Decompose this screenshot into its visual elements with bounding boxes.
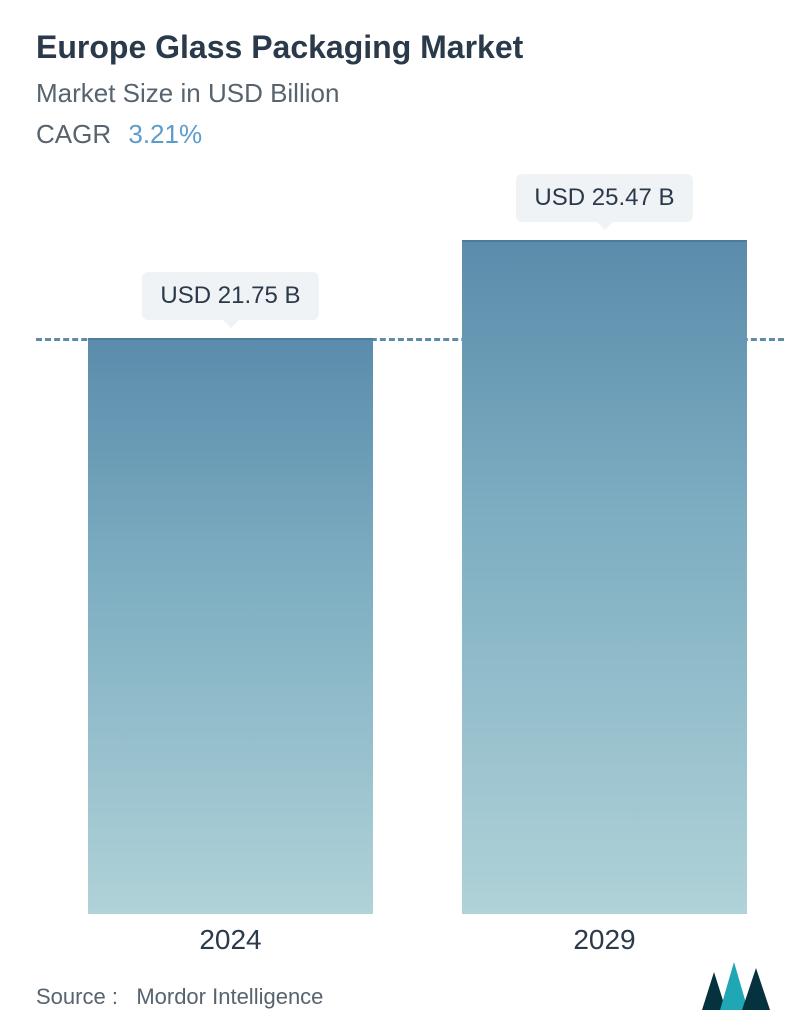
bar-2029 <box>462 240 746 914</box>
cagr-row: CAGR 3.21% <box>36 119 760 150</box>
chart-subtitle: Market Size in USD Billion <box>36 78 760 109</box>
chart-area: USD 21.75 BUSD 25.47 B <box>36 240 784 914</box>
value-badge-2024: USD 21.75 B <box>142 272 318 320</box>
chart-title: Europe Glass Packaging Market <box>36 28 760 66</box>
source-text: Source : Mordor Intelligence <box>36 984 323 1010</box>
chart-header: Europe Glass Packaging Market Market Siz… <box>0 0 796 150</box>
mordor-logo-icon <box>702 962 772 1010</box>
bar-2024 <box>88 338 372 914</box>
chart-footer: Source : Mordor Intelligence <box>36 962 772 1010</box>
source-label: Source : <box>36 984 118 1009</box>
source-name: Mordor Intelligence <box>136 984 323 1009</box>
x-axis-labels: 2024 2029 <box>36 924 784 964</box>
cagr-value: 3.21% <box>128 119 202 149</box>
x-label-2024: 2024 <box>199 924 261 956</box>
cagr-label: CAGR <box>36 119 111 149</box>
x-label-2029: 2029 <box>573 924 635 956</box>
value-badge-2029: USD 25.47 B <box>516 174 692 222</box>
